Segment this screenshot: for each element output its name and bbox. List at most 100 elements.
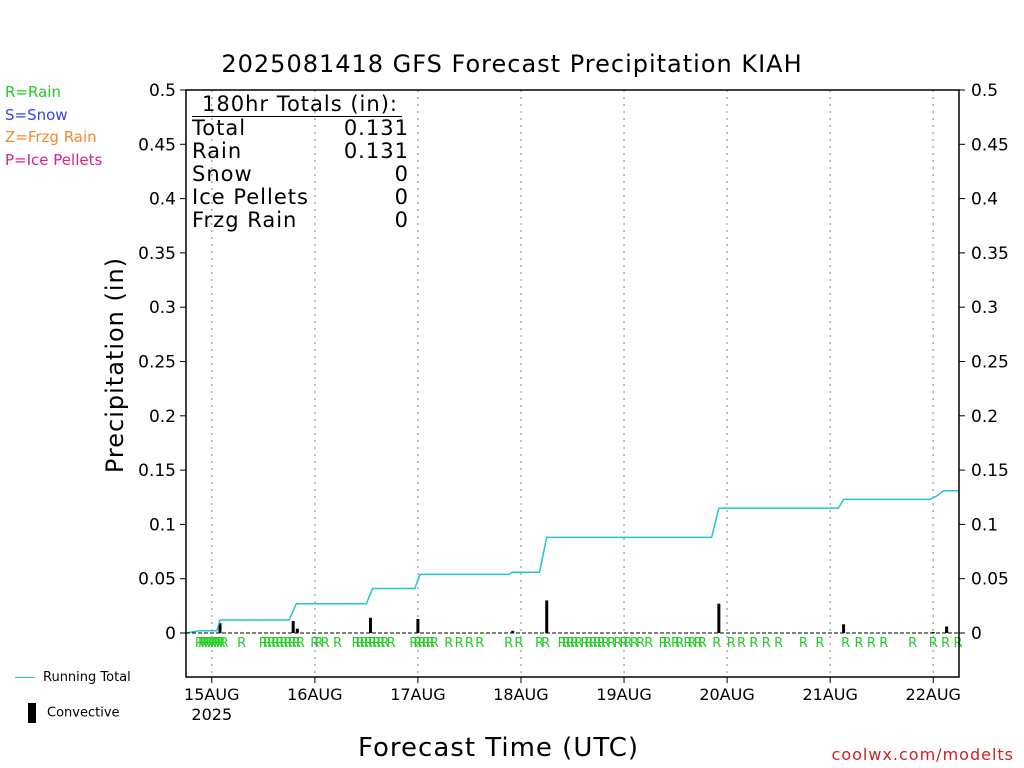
ptype-marker-r: R xyxy=(712,636,721,651)
ptype-marker-r: R xyxy=(376,636,385,651)
convective-bars xyxy=(218,600,949,633)
ptype-marker-r: R xyxy=(855,636,864,651)
ptype-marker-r: R xyxy=(749,636,758,651)
legend-ice-pellets: P=Ice Pellets xyxy=(5,150,103,169)
convective-bar xyxy=(717,603,721,633)
ptype-marker-r: R xyxy=(387,636,396,651)
convective-bar xyxy=(545,600,549,633)
ptype-marker-r: R xyxy=(444,636,453,651)
ptype-marker-r: R xyxy=(558,636,567,651)
totals-row: Rain 0.131 xyxy=(192,140,409,163)
convective-swatch xyxy=(28,703,36,723)
ptype-marker-r: R xyxy=(267,636,276,651)
ptype-marker-r: R xyxy=(364,636,373,651)
ptype-marker-r: R xyxy=(541,636,550,651)
ptype-marker-r: R xyxy=(737,636,746,651)
ptype-marker-r: R xyxy=(284,636,293,651)
ptype-marker-r: R xyxy=(263,636,272,651)
y-tick-label: 0.1 xyxy=(971,515,998,535)
x-tick-label: 22AUG xyxy=(906,685,961,704)
ptype-marker-r: R xyxy=(584,636,593,651)
key-convective-label: Convective xyxy=(47,705,120,721)
y-tick-label: 0.35 xyxy=(971,244,1009,264)
ptype-marker-r: R xyxy=(867,636,876,651)
totals-value: 0.131 xyxy=(343,139,409,163)
totals-label: Total xyxy=(192,116,247,140)
totals-row: Frzg Rain 0 xyxy=(192,209,409,232)
ptype-marker-r: R xyxy=(368,636,377,651)
ptype-marker-r: R xyxy=(636,636,645,651)
totals-label: Snow xyxy=(192,162,253,186)
totals-label: Frzg Rain xyxy=(192,208,298,232)
ptype-marker-r: R xyxy=(683,636,692,651)
ptype-marker-r: R xyxy=(296,636,305,651)
y-tick-label: 0.45 xyxy=(971,135,1009,155)
ptype-marker-r: R xyxy=(841,636,850,651)
ptype-marker-r: R xyxy=(275,636,284,651)
x-tick-label: 15AUG xyxy=(184,685,239,704)
y-tick-label: 0.4 xyxy=(971,190,998,210)
y-tick-label: 0.45 xyxy=(138,135,176,155)
ptype-marker-r: R xyxy=(198,636,207,651)
ptype-marker-r: R xyxy=(574,636,583,651)
x-tick-sublabel: 2025 xyxy=(191,705,232,724)
ptype-marker-r: R xyxy=(624,636,633,651)
legend-snow: S=Snow xyxy=(5,105,68,124)
legend-frzg-rain: Z=Frzg Rain xyxy=(5,128,97,146)
ptype-marker-r: R xyxy=(953,636,962,651)
key-convective: Convective xyxy=(15,703,120,723)
y-tick-label: 0.3 xyxy=(971,298,998,318)
y-tick-label: 0.25 xyxy=(138,353,176,373)
convective-bar xyxy=(295,628,299,633)
x-tick-label: 16AUG xyxy=(287,685,342,704)
ptype-marker-r: R xyxy=(237,636,246,651)
y-axis-label: Precipitation (in) xyxy=(101,256,129,474)
ptype-marker-r: R xyxy=(380,636,389,651)
convective-bar xyxy=(416,618,420,633)
ptype-marker-r: R xyxy=(762,636,771,651)
convective-bar xyxy=(291,621,295,633)
ptype-legend: R=Rain S=Snow Z=Frzg Rain P=Ice Pellets xyxy=(5,81,102,171)
y-tick-label: 0 xyxy=(971,624,982,644)
totals-row: Ice Pellets 0 xyxy=(192,186,409,209)
ptype-marker-r: R xyxy=(535,636,544,651)
y-axis-right: 0 0.05 0.1 0.15 0.2 0.25 0.3 0.35 0.4 0.45 0.5 xyxy=(959,81,1009,644)
y-tick-label: 0.5 xyxy=(971,81,998,101)
ptype-marker-r: R xyxy=(929,636,938,651)
chart-title: 2025081418 GFS Forecast Precipitation KI… xyxy=(221,50,803,78)
ptype-marker-r: R xyxy=(694,636,703,651)
ptype-marker-r: R xyxy=(417,636,426,651)
ptype-marker-r: R xyxy=(597,636,606,651)
totals-value: 0.131 xyxy=(343,116,409,140)
x-tick-label: 17AUG xyxy=(390,685,445,704)
ptype-marker-r: R xyxy=(413,636,422,651)
ptype-marker-r: R xyxy=(288,636,297,651)
y-tick-label: 0.2 xyxy=(971,407,998,427)
ptype-marker-r: R xyxy=(210,636,219,651)
ptype-marker-r: R xyxy=(607,636,616,651)
plot-frame xyxy=(185,89,960,678)
totals-box: 180hr Totals (in): Total 0.131 Rain 0.131 … xyxy=(192,92,409,232)
running-total-line xyxy=(185,489,959,634)
ptype-marker-r: R xyxy=(675,636,684,651)
ptype-marker-r: R xyxy=(514,636,523,651)
ptype-marker-r: R xyxy=(727,636,736,651)
y-tick-label: 0.15 xyxy=(138,461,176,481)
ptype-marker-r: R xyxy=(566,636,575,651)
ptype-marker-r: R xyxy=(504,636,513,651)
ptype-marker-r: R xyxy=(941,636,950,651)
ptype-marker-r: R xyxy=(372,636,381,651)
ptype-marker-r: R xyxy=(409,636,418,651)
totals-value: 0 xyxy=(394,162,409,186)
ptype-marker-r: R xyxy=(356,636,365,651)
ptype-marker-r: R xyxy=(213,636,222,651)
ptype-marker-r: R xyxy=(217,636,226,651)
ptype-marker-r: R xyxy=(671,636,680,651)
ptype-marker-r: R xyxy=(352,636,361,651)
ptype-marker-r: R xyxy=(659,636,668,651)
ptype-marker-r: R xyxy=(688,636,697,651)
totals-header: 180hr Totals (in): xyxy=(192,92,402,117)
ptype-marker-r: R xyxy=(589,636,598,651)
y-tick-label: 0.3 xyxy=(149,298,176,318)
